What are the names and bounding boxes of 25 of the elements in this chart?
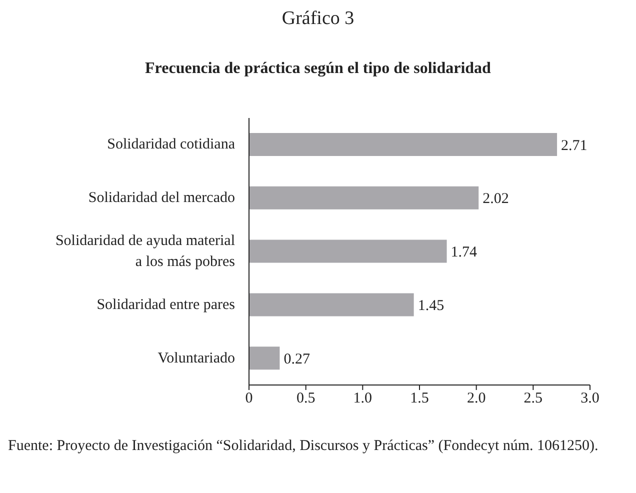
data-label: 1.74 (450, 244, 478, 261)
bar (249, 186, 479, 210)
y-tick-label: Voluntariado (158, 350, 235, 366)
y-tick-label: Solidaridad del mercado (88, 190, 235, 206)
x-tick-label: 1.5 (410, 390, 429, 407)
x-tick-label: 1.0 (353, 390, 372, 407)
x-tick-label: 2.0 (466, 390, 486, 407)
x-tick-label: 0.5 (296, 390, 316, 407)
chart-subtitle: Frecuencia de práctica según el tipo de solidaridad (144, 60, 492, 78)
bar (249, 293, 414, 316)
x-tick-label: 3.0 (580, 390, 600, 407)
bar (249, 240, 447, 263)
data-label: 2.71 (561, 138, 588, 154)
data-label: 0.27 (284, 351, 310, 368)
bar (249, 346, 280, 370)
source-note: Fuente: Proyecto de Investigación “Solidaridad, Discursos y Prácticas” (Fondecyt núm. 1061250). (8, 437, 600, 456)
y-tick-label: Solidaridad entre pares (96, 296, 236, 313)
data-label: 2.02 (482, 191, 509, 208)
data-label: 1.45 (418, 298, 444, 314)
chart-title: Gráfico 3 (280, 8, 356, 30)
y-tick-label: Solidaridad de ayuda material a los más pobres (55, 233, 236, 270)
bar (249, 133, 558, 156)
x-tick-label: 0 (245, 390, 253, 407)
y-tick-label: Solidaridad cotidiana (107, 136, 236, 153)
x-tick-label: 2.5 (524, 390, 543, 407)
